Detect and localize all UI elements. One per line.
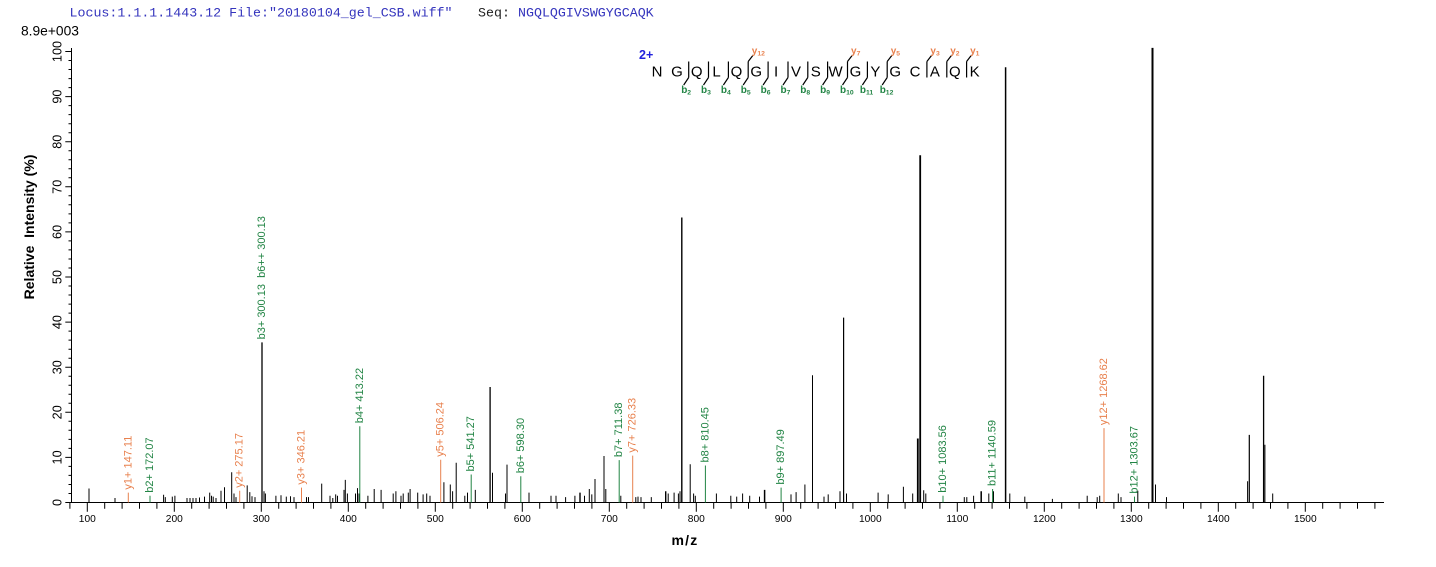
svg-text:y2+ 275.17: y2+ 275.17 — [234, 433, 246, 488]
svg-text:y1: y1 — [970, 46, 980, 57]
svg-text:y12+ 1268.62: y12+ 1268.62 — [1098, 358, 1110, 425]
svg-text:b3+ 300.13 b6++ 300.13: b3+ 300.13 b6++ 300.13 — [256, 216, 268, 339]
svg-text:8.9e+003: 8.9e+003 — [21, 23, 79, 38]
svg-text:80: 80 — [51, 135, 65, 149]
svg-text:400: 400 — [340, 514, 357, 525]
svg-text:100: 100 — [79, 514, 96, 525]
svg-text:y1+ 147.11: y1+ 147.11 — [122, 436, 134, 490]
svg-text:y7: y7 — [851, 46, 861, 57]
svg-text:y7+ 726.33: y7+ 726.33 — [627, 398, 639, 453]
svg-text:b6: b6 — [761, 85, 771, 96]
svg-text:m/z: m/z — [672, 532, 699, 548]
svg-text:b4: b4 — [721, 85, 731, 96]
svg-text:b9+ 897.49: b9+ 897.49 — [775, 429, 787, 484]
svg-text:800: 800 — [688, 514, 705, 525]
svg-text:30: 30 — [51, 360, 65, 374]
svg-text:y3: y3 — [930, 46, 940, 57]
svg-text:200: 200 — [166, 514, 183, 525]
svg-text:0: 0 — [51, 499, 65, 506]
svg-text:b8+ 810.45: b8+ 810.45 — [699, 407, 711, 462]
svg-text:b12+ 1303.67: b12+ 1303.67 — [1129, 426, 1141, 494]
svg-text:b11: b11 — [860, 85, 874, 96]
svg-text:b2+ 172.07: b2+ 172.07 — [144, 437, 156, 492]
svg-text:50: 50 — [51, 270, 65, 284]
svg-text:70: 70 — [51, 180, 65, 194]
svg-text:300: 300 — [253, 514, 270, 525]
svg-text:1100: 1100 — [946, 514, 968, 525]
svg-text:b10+ 1083.56: b10+ 1083.56 — [937, 425, 949, 493]
svg-text:Seq:: Seq: — [478, 6, 510, 21]
svg-text:b4+ 413.22: b4+ 413.22 — [354, 368, 366, 423]
svg-text:b2: b2 — [681, 85, 691, 96]
svg-text:Relative Intensity (%): Relative Intensity (%) — [21, 155, 37, 300]
svg-text:1500: 1500 — [1294, 514, 1317, 525]
svg-text:y2: y2 — [950, 46, 960, 57]
svg-text:b12: b12 — [880, 85, 894, 96]
svg-text:10: 10 — [51, 450, 65, 464]
svg-text:2+: 2+ — [639, 48, 653, 62]
svg-text:b7+ 711.38: b7+ 711.38 — [613, 403, 625, 458]
svg-text:Locus:1.1.1.1443.12 File:"2018: Locus:1.1.1.1443.12 File:"20180104_gel_C… — [70, 6, 453, 21]
svg-text:NGQLQGIVSWGYGCAQK: NGQLQGIVSWGYGCAQK — [652, 64, 980, 81]
svg-text:600: 600 — [514, 514, 531, 525]
svg-text:60: 60 — [51, 225, 65, 239]
svg-text:1300: 1300 — [1120, 514, 1143, 525]
svg-text:100: 100 — [51, 41, 65, 62]
svg-text:20: 20 — [51, 405, 65, 419]
svg-text:40: 40 — [51, 315, 65, 329]
svg-text:1000: 1000 — [859, 514, 882, 525]
svg-text:y12: y12 — [752, 46, 765, 57]
svg-text:b8: b8 — [800, 85, 810, 96]
svg-text:b5: b5 — [741, 85, 751, 96]
svg-text:y3+ 346.21: y3+ 346.21 — [296, 430, 308, 485]
svg-text:b9: b9 — [820, 85, 830, 96]
svg-text:1200: 1200 — [1033, 514, 1056, 525]
svg-text:NGQLQGIVSWGYGCAQK: NGQLQGIVSWGYGCAQK — [518, 6, 654, 21]
svg-text:b10: b10 — [840, 85, 854, 96]
svg-text:1400: 1400 — [1207, 514, 1230, 525]
svg-text:700: 700 — [601, 514, 618, 525]
svg-text:b5+ 541.27: b5+ 541.27 — [465, 416, 477, 471]
svg-text:900: 900 — [775, 514, 792, 525]
svg-text:b11+ 1140.59: b11+ 1140.59 — [987, 420, 999, 486]
svg-text:b3: b3 — [701, 85, 711, 96]
svg-text:b7: b7 — [781, 85, 791, 96]
svg-text:90: 90 — [51, 90, 65, 104]
svg-text:500: 500 — [427, 514, 444, 525]
svg-text:y5+ 506.24: y5+ 506.24 — [435, 402, 447, 457]
svg-text:y5: y5 — [891, 46, 901, 57]
svg-text:b6+ 598.30: b6+ 598.30 — [515, 418, 527, 473]
